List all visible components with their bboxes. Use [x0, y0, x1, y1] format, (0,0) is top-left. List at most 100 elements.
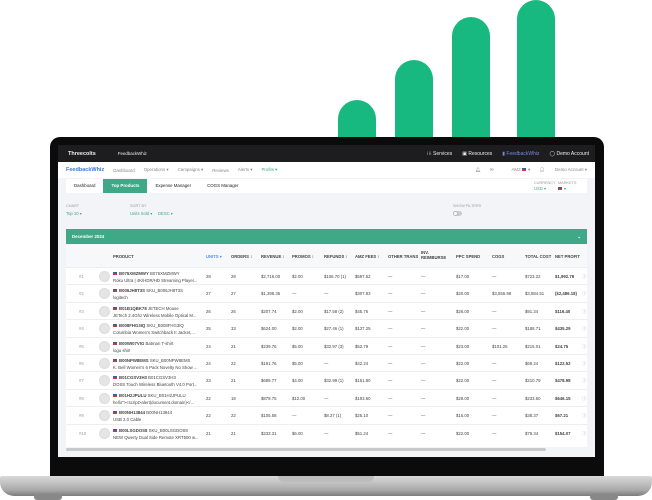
info-icon[interactable]: ⓘ: [582, 274, 587, 279]
tab-dashboard[interactable]: Dashboard: [74, 183, 96, 188]
product-thumbnail[interactable]: [99, 305, 110, 317]
table-row[interactable]: #10 B00LSGDOS8 SKU_B00LSGDOS8 NEW Qwerty…: [66, 423, 587, 441]
column-header[interactable]: AMZ FEES ↕: [355, 254, 380, 259]
asin[interactable]: B01B1QBK78 JETECH Mouse: [113, 306, 179, 311]
app-name[interactable]: FeedbackWhiz: [117, 151, 147, 156]
resources-link[interactable]: ▣ Resources: [462, 150, 493, 157]
table-row[interactable]: #4 B008FHG3IQ SKU_B008FHG3IQ Columbia Wo…: [66, 319, 587, 336]
cell-amz: $45.76: [355, 308, 369, 314]
bell-icon[interactable]: 🔔︎: [475, 167, 481, 172]
nav-profits[interactable]: Profits ▾: [261, 167, 278, 172]
info-icon[interactable]: ⓘ: [582, 395, 587, 401]
column-header[interactable]: REFUNDS ↕: [324, 254, 348, 259]
markets-select[interactable]: ▾: [558, 186, 566, 191]
product-thumbnail[interactable]: [99, 323, 110, 335]
asin[interactable]: B075XMZMWY B075XMZMWY: [113, 271, 180, 276]
info-icon[interactable]: ⓘ: [582, 361, 587, 366]
column-header[interactable]: ORDERS ↕: [231, 254, 253, 259]
nav-dashboard[interactable]: Dashboard: [113, 167, 135, 173]
laptop-base: [0, 476, 652, 496]
column-header: COGS: [492, 254, 505, 259]
info-icon[interactable]: ⓘ: [582, 291, 587, 297]
threecolts-logo[interactable]: Threecolts: [68, 150, 96, 157]
product-thumbnail[interactable]: [99, 410, 110, 422]
currency-select[interactable]: USD ▾: [534, 186, 547, 191]
asin[interactable]: B006JH8T3S SKU_B006JH8T3S: [113, 288, 183, 293]
cell-promos: $12.00: [292, 395, 306, 401]
mail-icon[interactable]: ✉: [489, 167, 494, 172]
product-thumbnail[interactable]: [99, 271, 110, 282]
cell-units: 25: [206, 326, 211, 332]
info-icon[interactable]: ⓘ: [582, 343, 587, 349]
product-title: NEW Qwerty Dual Side Remote XRT500 w...: [113, 434, 199, 440]
feedbackwhiz-logo[interactable]: FeedbackWhiz: [66, 167, 105, 173]
cell-ppc: $23.00: [456, 343, 470, 349]
sort-label: SORT BY: [130, 204, 147, 208]
cell-other: —: [388, 274, 393, 279]
cell-other: —: [388, 378, 393, 384]
sort-select[interactable]: Units Sold ▾: [130, 211, 153, 216]
product-thumbnail[interactable]: [99, 392, 110, 404]
asin[interactable]: B01CGSV3H3 B01CGSV3H3: [113, 375, 176, 380]
table-row[interactable]: #7 B01CGSV3H3 B01CGSV3H3 DOSS Touch Wire…: [66, 371, 587, 388]
info-icon[interactable]: ⓘ: [582, 326, 587, 332]
table-row[interactable]: #5 B00WI07VIG Batman T-shirt logo shirt 2…: [66, 336, 587, 354]
product-thumbnail[interactable]: [99, 340, 110, 352]
cell-revenue: $207.74: [261, 308, 277, 314]
order-select[interactable]: DESC ▾: [158, 211, 173, 216]
table-row[interactable]: #1 B075XMZMWY B075XMZMWY Roku Ultra | 4K…: [66, 267, 587, 284]
info-icon[interactable]: ⓘ: [582, 308, 587, 314]
table-row[interactable]: #6 B00NPW8EMS SKU_B00NPW8EMS K. Bell Wom…: [66, 354, 587, 371]
horizontal-scrollbar[interactable]: [66, 448, 546, 451]
table-row[interactable]: #2 B006JH8T3S SKU_B006JH8T3S logitech 27 2…: [66, 284, 587, 301]
product-title: K. Bell Women's 6 Pack Novelty No Show .…: [113, 365, 198, 370]
product-thumbnail[interactable]: [99, 358, 110, 369]
cell-units: 21: [206, 430, 211, 436]
region-label: AMZ: [511, 167, 521, 172]
asin[interactable]: B008FHG3IQ SKU_B008FHG3IQ: [113, 323, 184, 328]
table-row[interactable]: #9 B00NH13844 B00NH13844 USB 2.0 Cable 22…: [66, 406, 587, 423]
table-row[interactable]: #3 B01B1QBK78 JETECH Mouse JETech 2.4Ghz…: [66, 301, 587, 319]
cell-amz: $151.80: [355, 378, 371, 384]
tab-expense-manager[interactable]: Expense Manager: [155, 183, 192, 188]
nav-campaigns[interactable]: Campaigns ▾: [177, 167, 204, 172]
column-header[interactable]: PROMOS ↕: [292, 254, 314, 259]
tab-top-products[interactable]: Top Products: [103, 179, 148, 193]
asin[interactable]: B00NH13844 B00NH13844: [113, 410, 172, 415]
info-icon[interactable]: ⓘ: [582, 430, 587, 436]
nav-reviews[interactable]: Reviews: [212, 167, 229, 173]
feedbackwhiz-label: FeedbackWhiz: [506, 150, 540, 157]
asin[interactable]: B00WI07VIG Batman T-shirt: [113, 341, 173, 346]
nav-alerts[interactable]: Alerts ▾: [237, 167, 253, 172]
chevron-down-icon[interactable]: ⌄: [577, 234, 581, 239]
cell-revenue: $191.76: [261, 361, 277, 366]
asin-value: B00LSGDOS8: [119, 427, 148, 433]
region-select[interactable]: AMZ ▾: [511, 167, 531, 172]
us-flag-icon: [113, 306, 117, 310]
show-filters-label: SHOW FILTERS: [453, 204, 482, 208]
info-icon[interactable]: ⓘ: [582, 413, 587, 419]
chart-select[interactable]: Top 10 ▾: [66, 211, 82, 216]
column-header[interactable]: REVENUE ↕: [261, 254, 285, 259]
asin[interactable]: B00NPW8EMS SKU_B00NPW8EMS: [113, 358, 190, 363]
account-link[interactable]: ◯ Demo Account: [549, 150, 589, 157]
table-row[interactable]: #8 B01H2JPULU SKU_B01H2JPULU hello"><scr…: [66, 388, 587, 406]
product-thumbnail[interactable]: [99, 427, 110, 439]
cell-inv: —: [421, 308, 426, 314]
feedbackwhiz-link[interactable]: ▮ FeedbackWhiz: [502, 150, 540, 157]
month-header[interactable]: December 2024 ⌄: [66, 229, 587, 244]
asin[interactable]: B01H2JPULU SKU_B01H2JPULU: [113, 393, 186, 398]
product-thumbnail[interactable]: [99, 375, 110, 387]
asin[interactable]: B00LSGDOS8 SKU_B00LSGDOS8: [113, 428, 188, 433]
cell-total: $79.34: [525, 430, 539, 436]
services-link[interactable]: ⁝⁝⁝ Services: [426, 150, 453, 157]
nav-operations[interactable]: Operations ▾: [143, 167, 169, 172]
tab-cogs-manager[interactable]: COGS Manager: [207, 183, 239, 188]
sku: SKU_B008FHG3IQ: [146, 323, 184, 329]
account-menu[interactable]: 👤︎ Demo Account ▾: [539, 167, 587, 172]
product-thumbnail[interactable]: [99, 288, 110, 300]
column-header[interactable]: UNITS ▾: [206, 254, 222, 259]
info-icon[interactable]: ⓘ: [582, 378, 587, 384]
show-filters-toggle[interactable]: [453, 211, 462, 216]
cell-cogs: —: [492, 430, 497, 436]
